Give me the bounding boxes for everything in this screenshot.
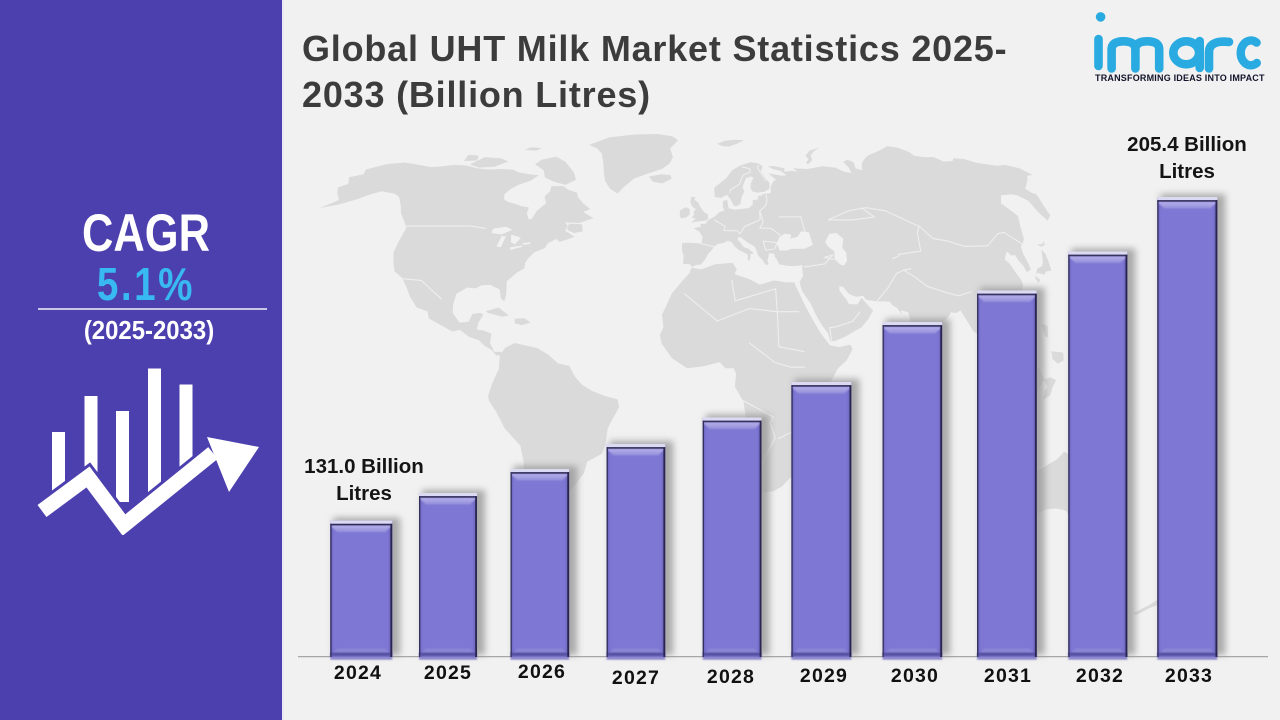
svg-text:TRANSFORMING IDEAS INTO IMPACT: TRANSFORMING IDEAS INTO IMPACT (1095, 73, 1265, 83)
